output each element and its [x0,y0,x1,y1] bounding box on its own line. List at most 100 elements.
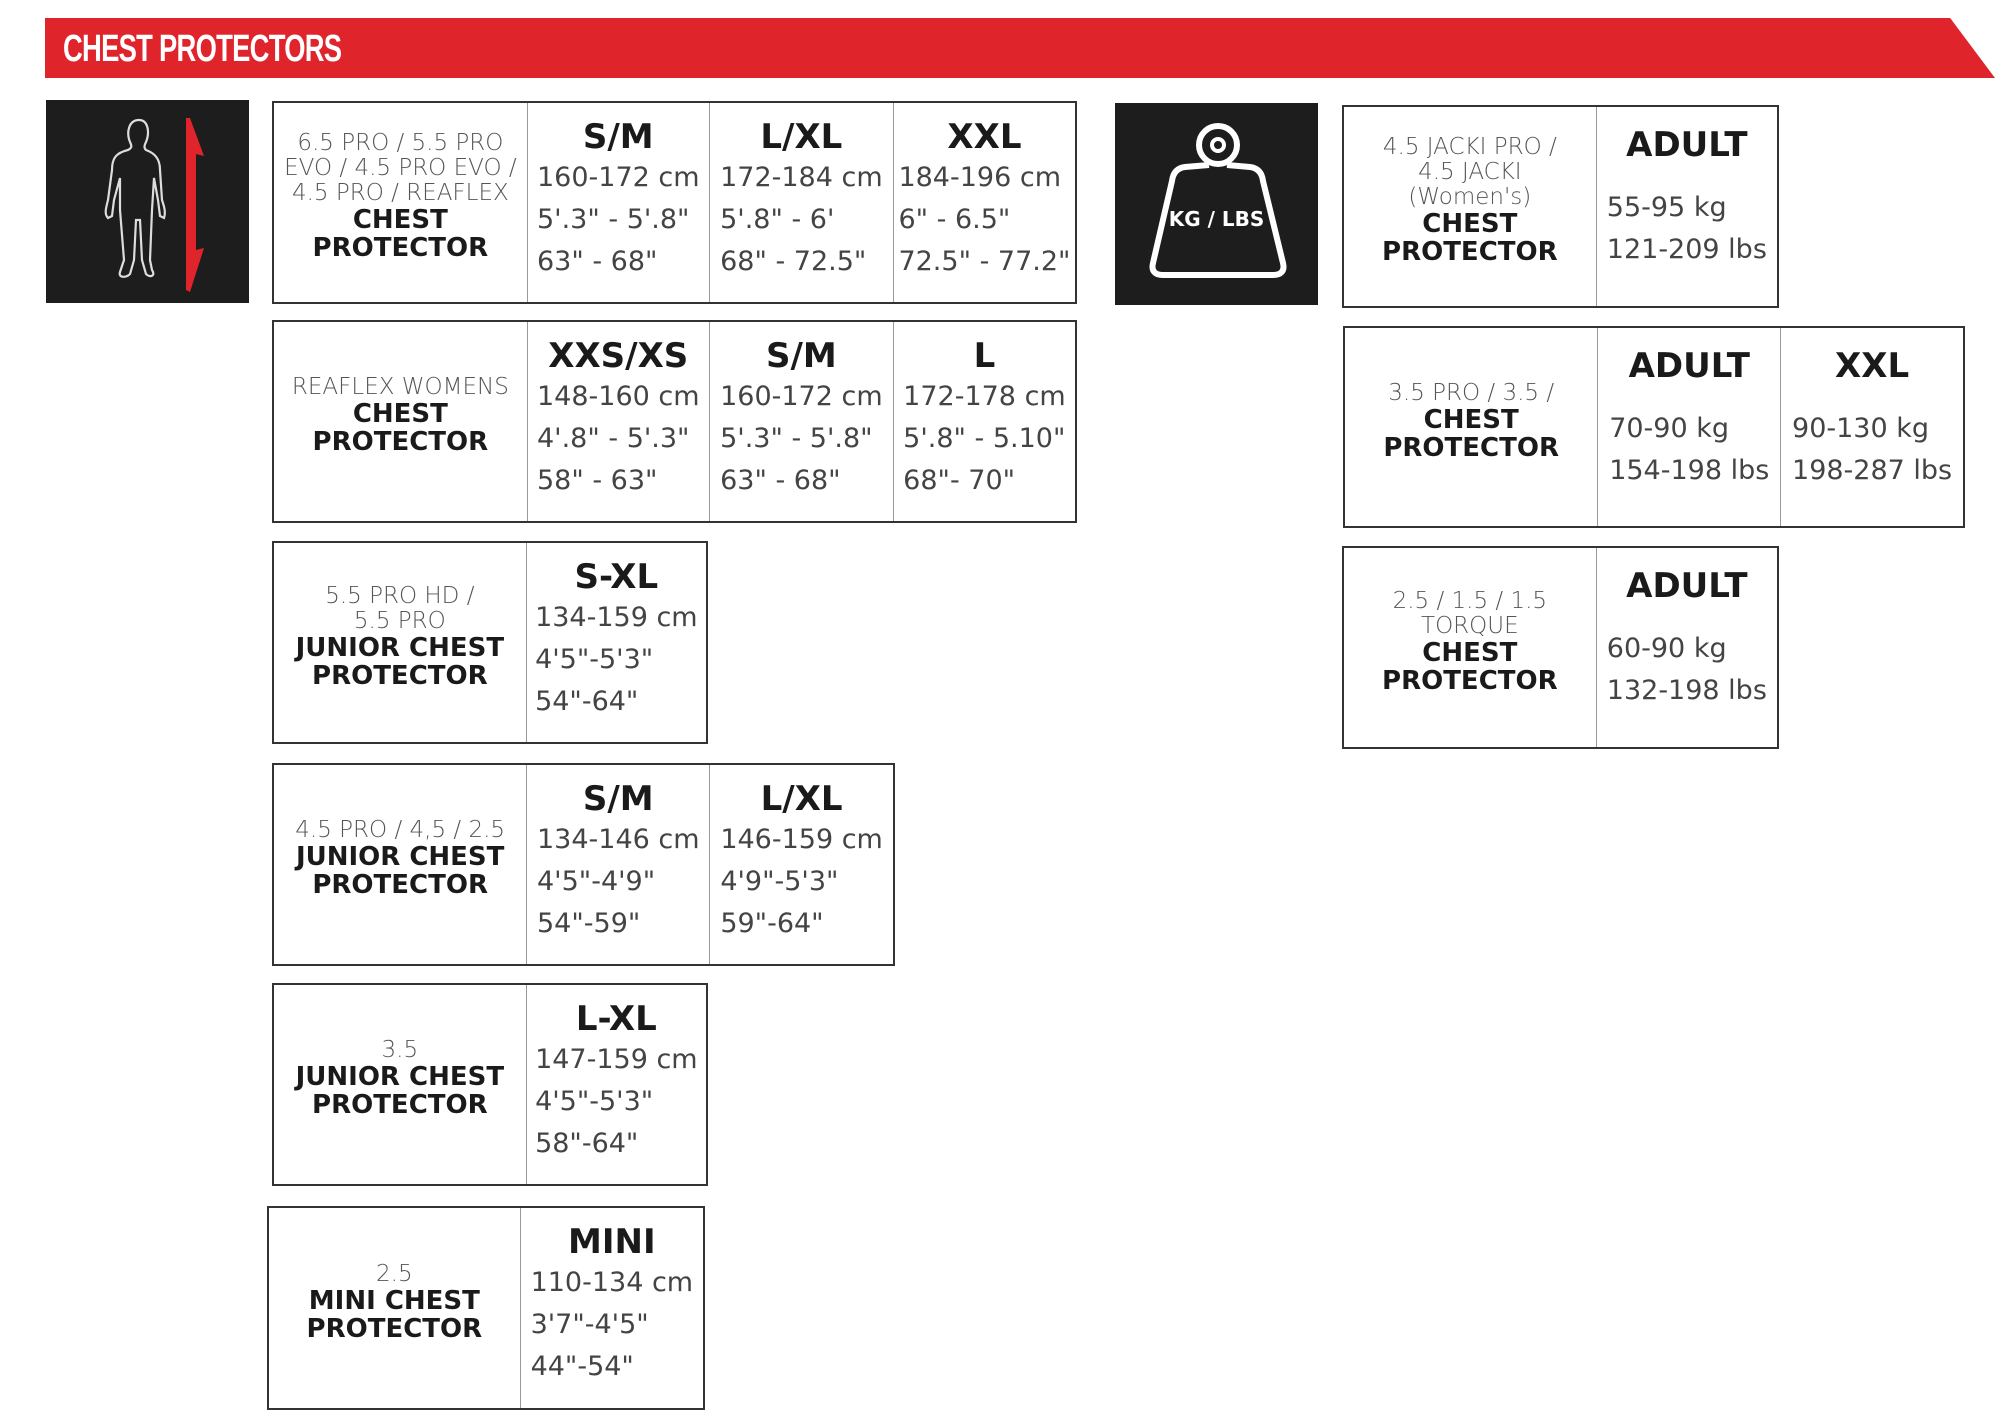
weight-size-table: 3.5 PRO / 3.5 /CHEST PROTECTOR ADULT 70-90 … [1343,326,1965,528]
product-name: CHEST [352,399,448,429]
size-value: 147-159 cm [535,1044,698,1075]
size-value: 63" - 68" [537,246,658,277]
size-column: S/M 160-172 cm 5'.3" - 5'.8" 63" - 68" [526,103,709,302]
product-name: CHEST [352,205,448,235]
product-name: JUNIOR CHEST [295,632,505,663]
size-values: 134-146 cm 4'5"-4'9" 54"-59" [537,819,700,945]
height-size-table: 3.5 JUNIOR CHEST PROTECTOR L-XL 147-159 cm 4'… [272,983,708,1186]
size-column: S/M 160-172 cm 5'.3" - 5'.8" 63" - 68" [708,322,893,521]
product-label-cell: 4.5 JACKI PRO /4.5 JACKI (Women's) CHEST PR… [1344,107,1596,306]
size-column: XXL 184-196 cm 6" - 6.5" 72.5" - 77.2" [892,103,1075,302]
size-value: 70-90 kg [1609,413,1730,444]
size-value: 4'5"-5'3" [535,644,654,675]
size-values: 70-90 kg 154-198 lbs [1609,408,1769,492]
section-banner: CHEST PROTECTORS [45,18,1995,78]
size-column: XXL 90-130 kg 198-287 lbs [1780,328,1963,526]
size-label: ADULT [1626,566,1748,606]
person-height-icon [46,100,249,303]
size-column: XXS/XS 148-160 cm 4'.8" - 5'.3" 58" - 63" [526,322,709,521]
size-column: L/XL 146-159 cm 4'9"-5'3" 59"-64" [709,765,893,964]
size-value: 132-198 lbs [1606,675,1767,706]
size-value: 6" - 6.5" [898,204,1011,235]
weight-size-table: 2.5 / 1.5 / 1.5 TORQUE CHEST PROTECTOR ADULT… [1342,546,1779,749]
product-models: 6.5 PRO / 5.5 PRO [297,130,504,156]
size-value: 72.5" - 77.2" [898,246,1071,277]
product-name: CHEST [1423,404,1519,435]
product-models: 3.5 PRO / 3.5 / [1388,379,1555,406]
product-label-cell: 2.5 MINI CHEST PROTECTOR [269,1208,520,1408]
size-value: 198-287 lbs [1792,455,1953,486]
size-label: ADULT [1626,125,1748,165]
size-value: 172-184 cm [720,162,883,193]
product-label-cell: 2.5 / 1.5 / 1.5 TORQUE CHEST PROTECTOR [1344,548,1596,747]
size-column: S-XL 134-159 cm 4'5"-5'3" 54"-64" [525,543,706,742]
size-value: 184-196 cm [898,162,1061,193]
size-column: S/M 134-146 cm 4'5"-4'9" 54"-59" [526,765,709,964]
size-value: 110-134 cm [530,1267,694,1298]
product-name: PROTECTOR [1382,237,1558,267]
size-value: 68" - 72.5" [720,246,867,277]
size-value: 5'.3" - 5'.8" [537,204,690,235]
size-label: S/M [582,779,654,819]
height-size-table: 2.5 MINI CHEST PROTECTOR MINI 110-134 cm 3'7"… [267,1206,705,1410]
size-value: 154-198 lbs [1609,455,1770,486]
product-models: 5.5 PRO HD / [325,582,475,609]
size-values: 134-159 cm 4'5"-5'3" 54"-64" [535,597,698,723]
product-models: 4.5 JACKI [1418,159,1522,185]
size-values: 110-134 cm 3'7"-4'5" 44"-54" [531,1262,694,1388]
size-value: 4'.8" - 5'.3" [537,423,690,454]
size-column: ADULT 70-90 kg 154-198 lbs [1597,328,1780,526]
product-models: 2.5 [376,1260,413,1287]
size-values: 60-90 kg 132-198 lbs [1607,628,1767,712]
product-label-cell: 6.5 PRO / 5.5 PRO EVO / 4.5 PRO EVO /4.5 … [274,103,527,302]
product-name: CHEST [1422,209,1518,239]
product-label-cell: 3.5 JUNIOR CHEST PROTECTOR [274,985,526,1184]
product-name: MINI CHEST [308,1285,480,1316]
size-values: 172-184 cm 5'.8" - 6' 68" - 72.5" [720,157,883,283]
size-values: 55-95 kg 121-209 lbs [1607,187,1767,271]
size-label: S-XL [574,557,659,597]
product-label-cell: 4.5 PRO / 4,5 / 2.5 JUNIOR CHEST PROTECTOR [274,765,526,964]
size-label: XXS/XS [548,336,689,376]
product-models: 2.5 / 1.5 / 1.5 [1392,587,1548,614]
product-name: PROTECTOR [312,660,488,691]
size-value: 121-209 lbs [1606,234,1767,265]
size-values: 148-160 cm 4'.8" - 5'.3" 58" - 63" [537,376,700,502]
size-value: 68"- 70" [903,465,1016,496]
product-models: (Women's) [1408,184,1532,210]
product-name: PROTECTOR [1383,432,1559,463]
size-value: 54"-64" [535,686,639,717]
product-models: TORQUE [1421,612,1519,639]
size-value: 59"-64" [720,908,824,939]
product-models: 4.5 JACKI PRO / [1382,134,1557,160]
size-value: 5'.8" - 6' [720,204,835,235]
size-label: L/XL [760,779,843,819]
product-models: REAFLEX WOMENS [291,374,509,400]
size-value: 3'7"-4'5" [530,1309,649,1340]
size-value: 4'9"-5'3" [720,866,839,897]
size-values: 160-172 cm 5'.3" - 5'.8" 63" - 68" [537,157,700,283]
size-value: 172-178 cm [903,381,1066,412]
size-column: L 172-178 cm 5'.8" - 5.10" 68"- 70" [892,322,1075,521]
size-value: 58" - 63" [537,465,658,496]
height-size-table: 6.5 PRO / 5.5 PRO EVO / 4.5 PRO EVO /4.5 … [272,101,1077,304]
size-value: 58"-64" [535,1128,639,1159]
product-name: PROTECTOR [312,870,488,900]
product-models: 4.5 PRO / 4,5 / 2.5 [295,817,506,843]
weight-unit-label: KG / LBS [1168,207,1265,231]
height-size-table: 5.5 PRO HD /5.5 PRO JUNIOR CHEST PROTECTOR… [272,541,708,744]
product-name: PROTECTOR [306,1313,483,1344]
product-label-cell: 5.5 PRO HD /5.5 PRO JUNIOR CHEST PROTECTOR [274,543,526,742]
size-value: 5'.8" - 5.10" [903,423,1066,454]
size-value: 90-130 kg [1792,413,1930,444]
size-value: 44"-54" [530,1351,634,1382]
product-name: JUNIOR CHEST [295,842,505,872]
size-label: L [973,336,996,376]
size-value: 60-90 kg [1606,633,1727,664]
size-label: L/XL [760,117,843,157]
size-value: 146-159 cm [720,824,883,855]
size-value: 134-146 cm [537,824,700,855]
size-label: MINI [568,1222,656,1262]
size-value: 148-160 cm [537,381,700,412]
size-values: 184-196 cm 6" - 6.5" 72.5" - 77.2" [898,157,1070,283]
